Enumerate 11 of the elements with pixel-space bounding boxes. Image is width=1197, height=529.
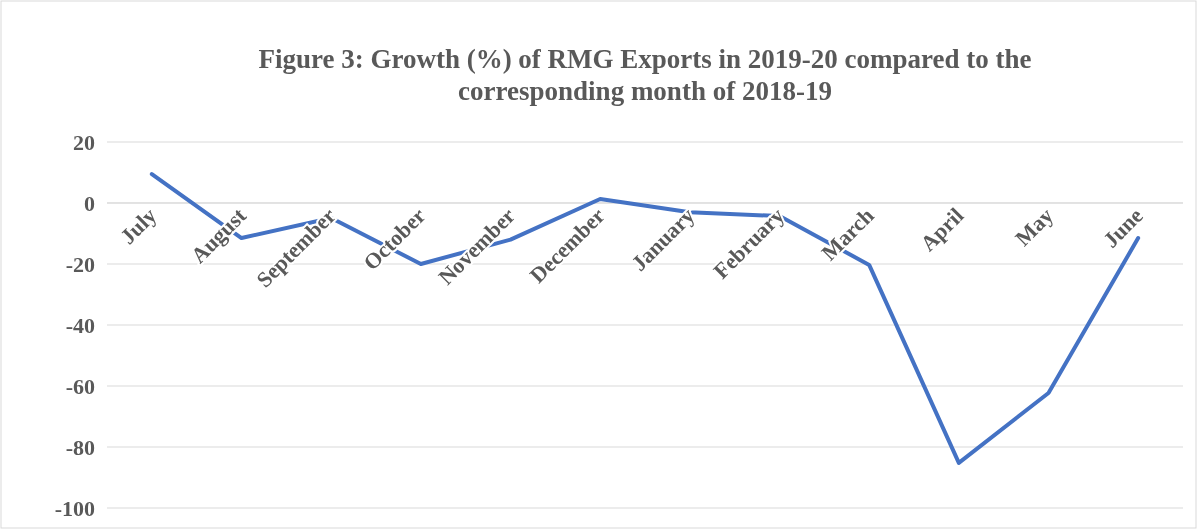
chart-title: Figure 3: Growth (%) of RMG Exports in 2019-20 compared to the corresponding month of 2018-19 <box>258 44 1032 106</box>
x-tick-label: July <box>115 202 162 250</box>
y-tick-label: -20 <box>65 251 95 277</box>
y-tick-label: -80 <box>65 434 95 460</box>
y-tick-label: -40 <box>65 312 95 338</box>
y-tick-label: -60 <box>65 373 95 399</box>
y-tick-label: 20 <box>73 129 95 155</box>
y-tick-label: -100 <box>54 495 95 521</box>
y-tick-label: 0 <box>84 190 95 216</box>
x-tick-label: May <box>1010 202 1059 251</box>
x-tick-label: June <box>1098 202 1148 253</box>
